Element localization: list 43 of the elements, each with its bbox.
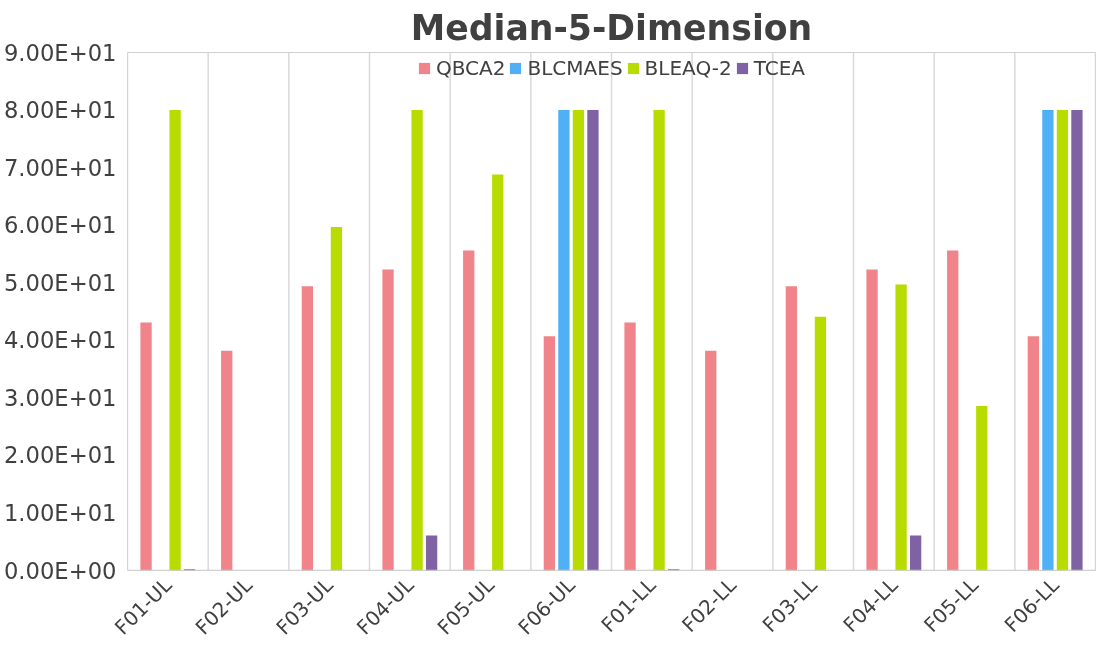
bar	[301, 286, 314, 571]
bar	[653, 110, 665, 571]
y-tick-label: 4.00E+01	[3, 327, 117, 354]
bar	[572, 110, 585, 571]
legend-label: BLEAQ-2	[644, 56, 732, 80]
y-tick-label: 8.00E+01	[3, 97, 117, 124]
y-tick-label: 9.00E+01	[3, 39, 117, 66]
bar	[1056, 110, 1069, 571]
bar	[463, 250, 475, 571]
bar	[330, 226, 343, 571]
y-tick-label: 3.00E+01	[3, 384, 117, 411]
bar	[624, 322, 636, 571]
y-tick-label: 5.00E+01	[3, 269, 117, 296]
y-tick-label: 7.00E+01	[3, 154, 117, 181]
bar	[1027, 336, 1040, 571]
bar	[909, 535, 922, 571]
bar	[976, 405, 988, 571]
bar	[785, 286, 798, 571]
bar	[705, 350, 717, 571]
bar	[1071, 110, 1083, 571]
bar	[169, 110, 181, 571]
bar	[895, 284, 907, 571]
legend-label: QBCA2	[436, 56, 506, 80]
y-tick-label: 2.00E+01	[3, 442, 117, 469]
y-tick-label: 0.00E+00	[3, 557, 117, 584]
bar	[221, 350, 233, 571]
y-tick-label: 1.00E+01	[3, 499, 117, 526]
bar	[814, 316, 827, 571]
y-tick-label: 6.00E+01	[3, 212, 117, 239]
bar	[425, 535, 438, 571]
legend-label: BLCMAES	[527, 56, 623, 80]
bar	[947, 250, 959, 571]
bar	[587, 110, 599, 571]
bar	[140, 322, 152, 571]
chart-title: Median-5-Dimension	[410, 7, 813, 48]
bar	[1042, 110, 1054, 571]
bar	[558, 110, 570, 571]
bar	[492, 174, 504, 571]
legend-label: TCEA	[753, 56, 805, 80]
bar	[382, 269, 394, 571]
bar	[866, 269, 878, 571]
bar	[411, 110, 423, 571]
bar	[543, 336, 556, 571]
